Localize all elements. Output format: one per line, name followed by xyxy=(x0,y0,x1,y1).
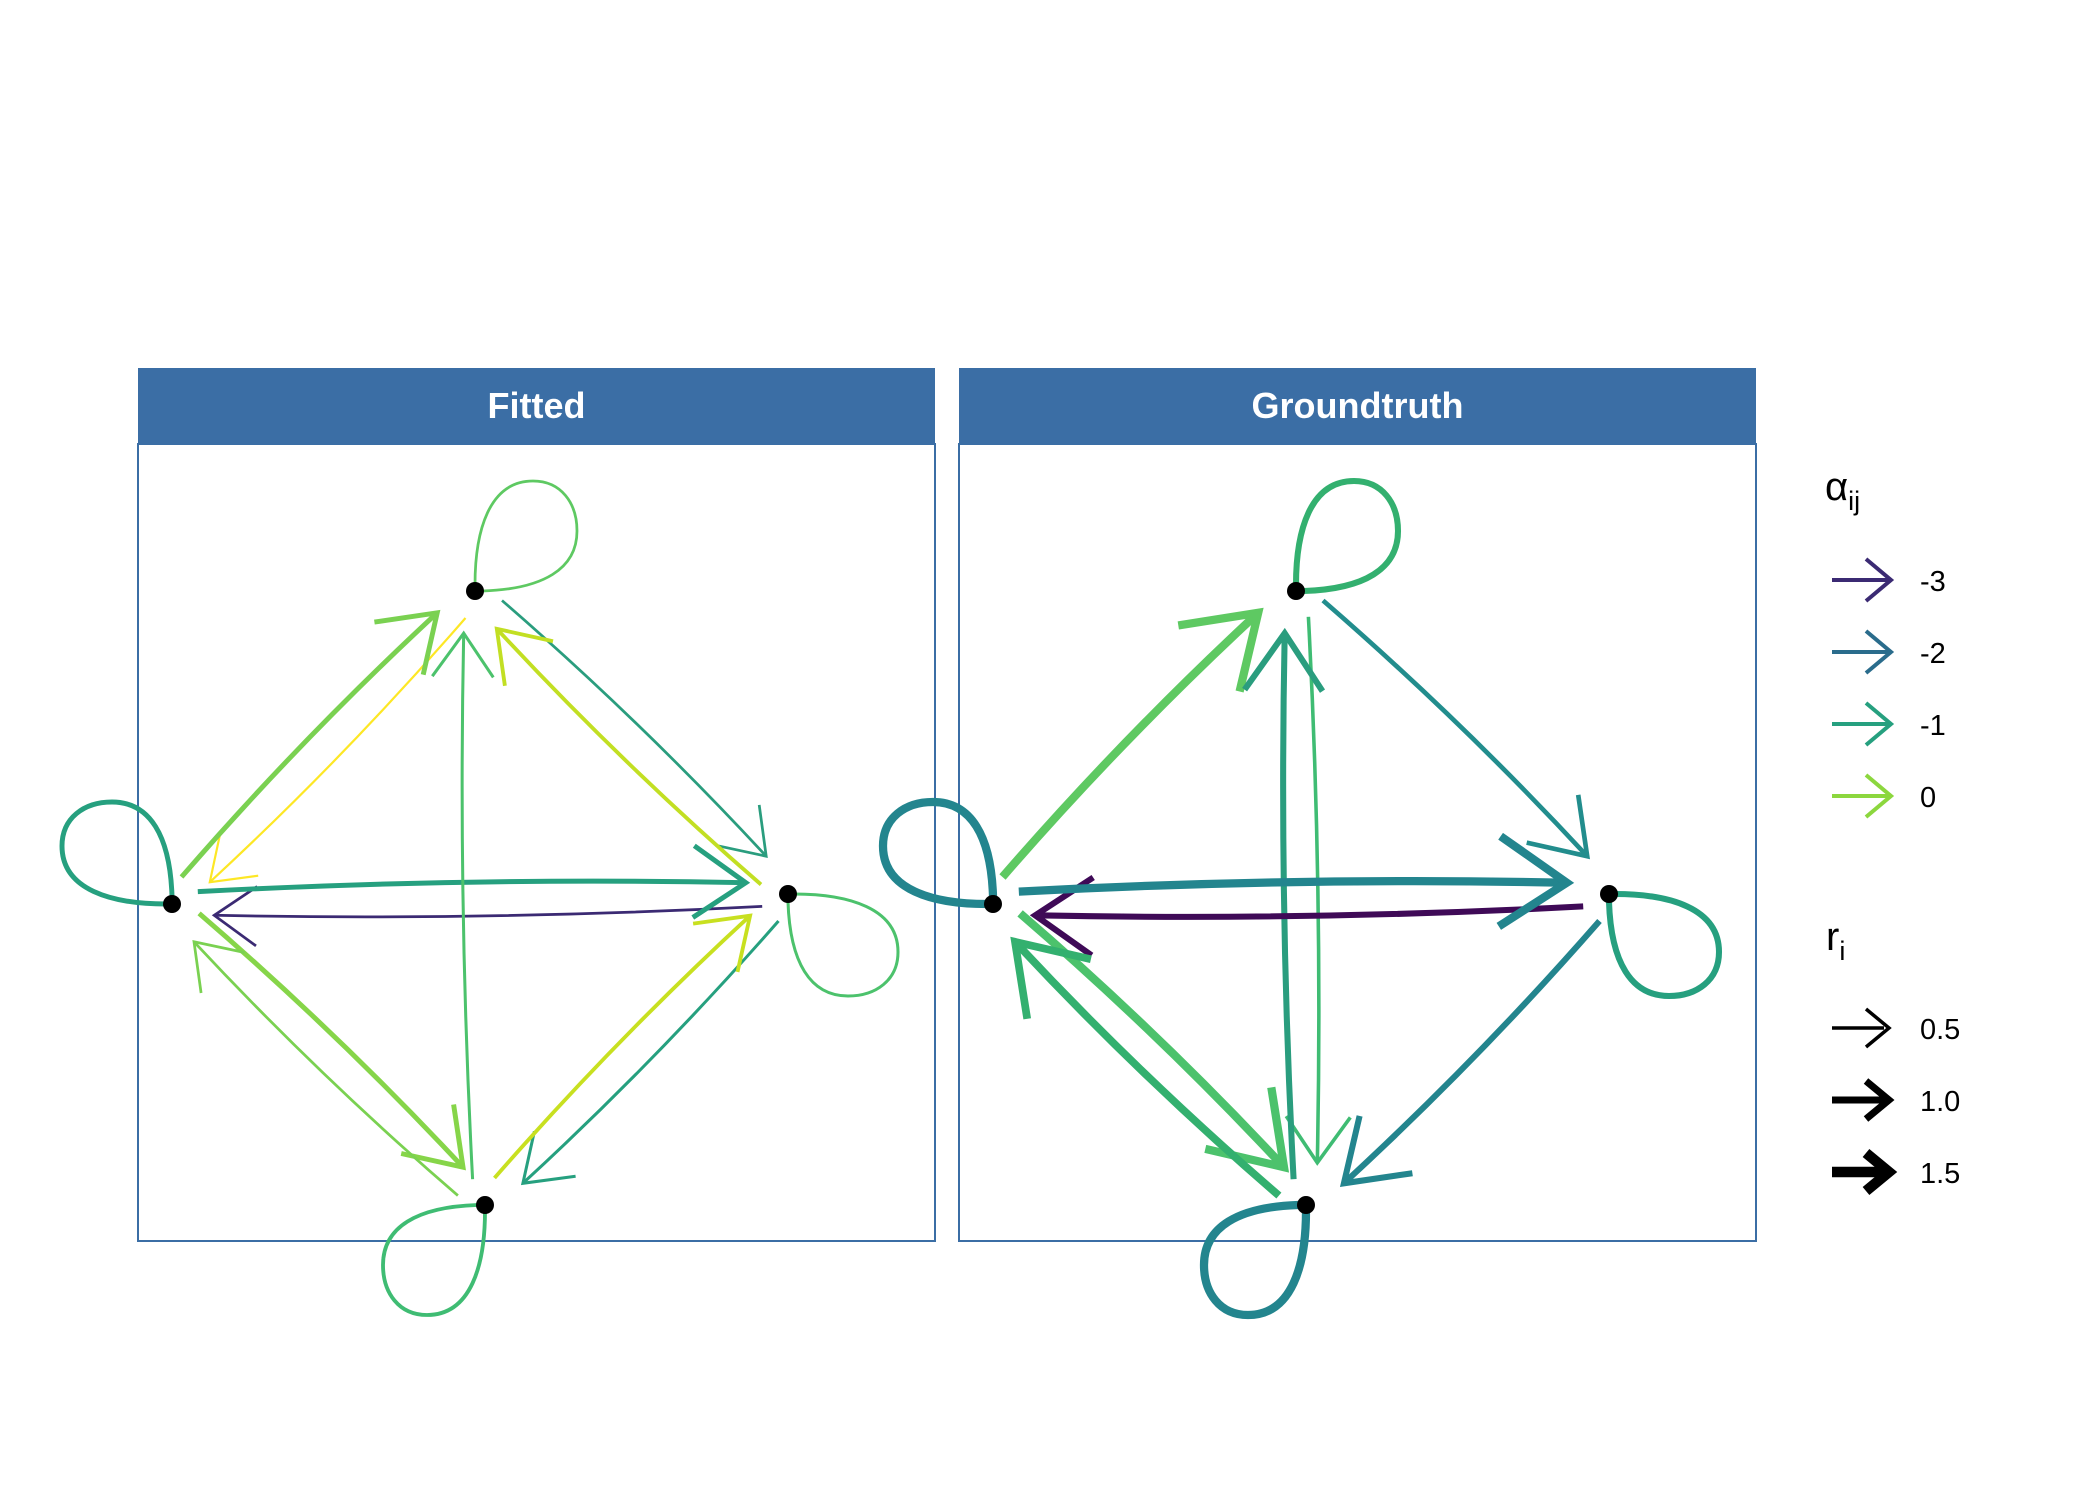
panel-fitted-title: Fitted xyxy=(488,385,586,426)
self-loop-bottom xyxy=(1199,1200,1311,1320)
node-right xyxy=(1600,885,1618,903)
node-left xyxy=(984,895,1002,913)
self-loop-top xyxy=(1292,477,1402,595)
legend-color-key-arrowhead xyxy=(1864,629,1895,675)
node-left xyxy=(163,895,181,913)
node-bottom xyxy=(476,1196,494,1214)
edge-right-to-left-arrowhead xyxy=(211,885,258,948)
self-loop-bottom xyxy=(381,1203,487,1317)
legend-width-key-label: 1.0 xyxy=(1920,1086,1960,1118)
edge-top-to-bottom xyxy=(1306,616,1321,1163)
self-loop-right xyxy=(1605,890,1723,1000)
legend-width-keys: 0.5 1.0 1.5 xyxy=(1832,1007,1960,1196)
self-loop-right-curve xyxy=(1605,890,1723,1000)
panel-fitted-strip xyxy=(138,368,935,444)
edge-left-to-bottom xyxy=(197,911,465,1169)
self-loop-bottom-curve xyxy=(381,1203,487,1317)
edge-left-to-bottom-arrowhead xyxy=(400,1104,466,1171)
legend-color-key-arrowhead xyxy=(1864,557,1895,603)
edge-left-to-right xyxy=(1018,877,1567,896)
edge-bottom-to-top xyxy=(1280,633,1297,1180)
edge-left-to-right xyxy=(197,878,746,895)
edge-bottom-to-right-arrowhead xyxy=(692,913,753,973)
edge-bottom-to-top xyxy=(460,633,475,1180)
edge-top-to-left xyxy=(209,617,467,884)
edge-right-to-left xyxy=(214,905,763,919)
self-loop-top-curve xyxy=(1292,477,1402,595)
edge-top-to-bottom-arrowhead xyxy=(1284,1115,1352,1166)
legend-color-key-label: -3 xyxy=(1920,566,1946,598)
panel-fitted-plot-area xyxy=(137,443,936,1242)
node-bottom xyxy=(1297,1196,1315,1214)
edge-bottom-to-left xyxy=(1012,939,1282,1199)
edge-left-to-right-arrowhead xyxy=(1496,832,1575,930)
self-loop-left xyxy=(878,797,998,909)
self-loop-top xyxy=(473,479,579,593)
edge-top-to-right-arrowhead xyxy=(1526,794,1591,860)
edge-top-to-right xyxy=(501,599,768,858)
edge-bottom-to-left xyxy=(192,940,459,1197)
legend-color-keys: -3 -2 -1 0 xyxy=(1832,557,1946,819)
edge-bottom-to-top-arrowhead xyxy=(431,630,495,679)
self-loop-left-curve xyxy=(878,797,998,909)
legend: αij -3 -2 -1 0 ri 0.5 1.0 1.5 xyxy=(1825,465,1960,1196)
edge-top-to-right-arrowhead xyxy=(715,804,768,858)
edge-right-to-bottom xyxy=(1341,919,1602,1186)
edge-top-to-left-arrowhead xyxy=(208,834,259,884)
edge-left-to-top-arrowhead xyxy=(1177,607,1264,693)
edge-left-to-top xyxy=(179,610,439,879)
self-loop-right-curve xyxy=(786,892,900,998)
edge-right-to-top-arrowhead xyxy=(494,626,554,687)
edge-left-to-right-arrowhead xyxy=(691,843,751,920)
legend-color-key-label: -2 xyxy=(1920,638,1946,670)
legend-width-key-arrowhead xyxy=(1864,1007,1892,1049)
network-groundtruth xyxy=(878,477,1723,1320)
panel-groundtruth-plot-area xyxy=(958,443,1757,1242)
legend-color-key-label: 0 xyxy=(1920,782,1936,814)
legend-color-title: αij xyxy=(1825,465,1860,516)
legend-width-key-arrowhead xyxy=(1862,1148,1898,1196)
node-top xyxy=(466,582,484,600)
legend-width-key-arrowhead xyxy=(1863,1078,1895,1122)
self-loop-right xyxy=(786,892,900,998)
edge-left-to-top xyxy=(999,609,1262,880)
edge-top-to-right xyxy=(1321,598,1589,858)
legend-width-title: ri xyxy=(1826,915,1845,966)
edge-right-to-top xyxy=(495,627,763,886)
panel-groundtruth-title: Groundtruth xyxy=(1252,385,1464,426)
panel-groundtruth: Groundtruth xyxy=(878,368,1757,1320)
edge-bottom-to-left-arrowhead xyxy=(1010,936,1092,1020)
legend-width-key-label: 1.5 xyxy=(1920,1158,1960,1190)
legend-color-key-label: -1 xyxy=(1920,710,1946,742)
edge-left-to-bottom xyxy=(1017,910,1288,1171)
self-loop-left xyxy=(59,799,175,907)
legend-color-key-arrowhead xyxy=(1864,773,1895,819)
edge-left-to-top-arrowhead xyxy=(374,609,441,676)
self-loop-top-curve xyxy=(473,479,579,593)
edge-bottom-to-left-arrowhead xyxy=(192,940,245,994)
edge-right-to-bottom xyxy=(521,920,780,1185)
legend-width-key-label: 0.5 xyxy=(1920,1014,1960,1046)
legend-color-key-arrowhead xyxy=(1864,701,1895,747)
node-right xyxy=(779,885,797,903)
edge-right-to-bottom-arrowhead xyxy=(520,1130,576,1186)
panel-fitted: Fitted xyxy=(59,368,936,1317)
edge-right-to-left xyxy=(1035,903,1584,920)
edge-bottom-to-top-arrowhead xyxy=(1242,627,1326,693)
self-loop-bottom-curve xyxy=(1199,1200,1311,1320)
network-fitted xyxy=(59,479,900,1317)
edge-right-to-bottom-arrowhead xyxy=(1339,1115,1413,1187)
node-top xyxy=(1287,582,1305,600)
panel-groundtruth-strip xyxy=(959,368,1756,444)
edge-bottom-to-right xyxy=(493,914,752,1180)
self-loop-left-curve xyxy=(59,799,175,907)
